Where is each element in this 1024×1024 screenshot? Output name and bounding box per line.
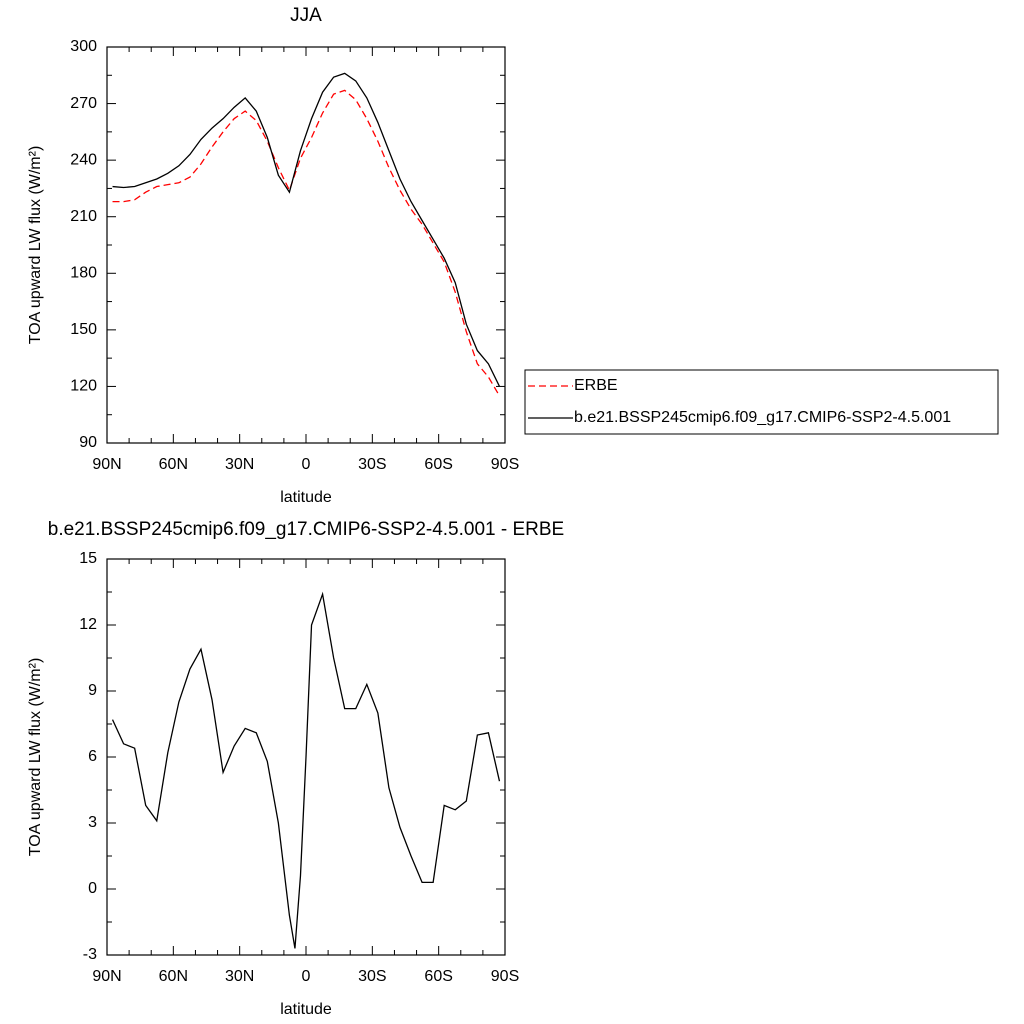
data-line: [111, 591, 501, 949]
x-tick-label: 60S: [424, 456, 452, 473]
x-tick-label: 0: [302, 968, 311, 985]
y-tick-label: 6: [88, 748, 97, 765]
x-tick-label: 60N: [159, 456, 188, 473]
y-tick-label: 120: [70, 378, 97, 395]
chart-title: JJA: [290, 5, 322, 26]
x-tick-label: 30N: [225, 968, 254, 985]
legend-box: [524, 369, 999, 435]
y-tick-label: -3: [83, 946, 97, 963]
x-tick-label: 0: [302, 456, 311, 473]
x-tick-label: 60N: [159, 968, 188, 985]
y-tick-label: 9: [88, 682, 97, 699]
data-line: [112, 89, 501, 397]
x-axis-label: latitude: [280, 489, 332, 506]
y-tick-label: 12: [79, 616, 97, 633]
x-tick-label: 90N: [92, 968, 121, 985]
y-tick-label: 150: [70, 321, 97, 338]
y-tick-label: 0: [88, 880, 97, 897]
plot-frame: [106, 46, 506, 444]
legend-label: b.e21.BSSP245cmip6.f09_g17.CMIP6-SSP2-4.…: [574, 409, 951, 426]
x-tick-label: 60S: [424, 968, 452, 985]
x-axis-label: latitude: [280, 1001, 332, 1018]
y-tick-label: 3: [88, 814, 97, 831]
x-tick-label: 90N: [92, 456, 121, 473]
y-tick-label: 90: [79, 434, 97, 451]
y-tick-label: 15: [79, 550, 97, 567]
y-tick-label: 210: [70, 208, 97, 225]
x-tick-label: 30S: [358, 456, 386, 473]
y-axis-label: TOA upward LW flux (W/m²): [27, 658, 44, 857]
y-tick-label: 300: [70, 38, 97, 55]
chart-title: b.e21.BSSP245cmip6.f09_g17.CMIP6-SSP2-4.…: [48, 519, 564, 540]
y-tick-label: 270: [70, 95, 97, 112]
x-tick-label: 30N: [225, 456, 254, 473]
x-tick-label: 90S: [491, 968, 519, 985]
y-tick-label: 180: [70, 265, 97, 282]
x-tick-label: 30S: [358, 968, 386, 985]
x-tick-label: 90S: [491, 456, 519, 473]
data-line: [112, 72, 501, 387]
legend-label: ERBE: [574, 377, 618, 394]
y-axis-label: TOA upward LW flux (W/m²): [27, 146, 44, 345]
y-tick-label: 240: [70, 151, 97, 168]
